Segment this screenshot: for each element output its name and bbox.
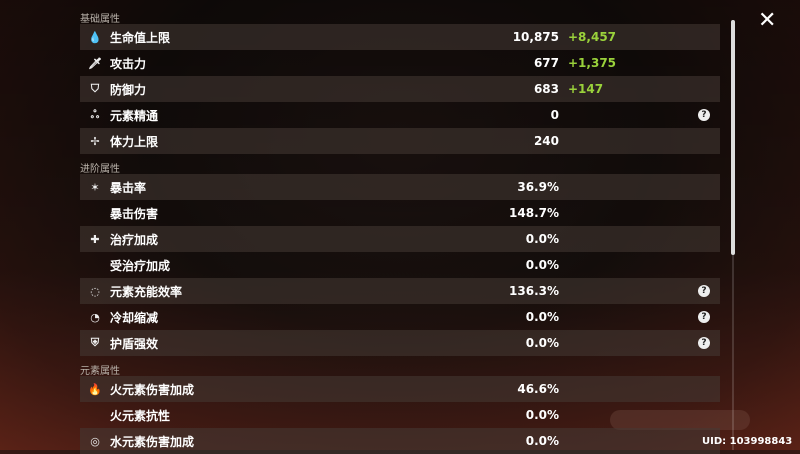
- stat-label: 护盾强效: [110, 336, 159, 351]
- stat-value: 683: [533, 82, 559, 96]
- group-header-advanced: 进阶属性: [80, 164, 120, 175]
- stat-label: 防御力: [110, 82, 147, 97]
- stat-value: 0: [550, 108, 559, 122]
- stat-label: 火元素伤害加成: [110, 382, 195, 397]
- scrollbar[interactable]: [731, 20, 735, 255]
- stat-label: 暴击率: [110, 180, 147, 195]
- stat-value: 0.0%: [525, 232, 559, 246]
- shield-strength-icon: ⛨: [90, 336, 100, 349]
- stats-panel: 基础属性 💧 生命值上限 10,875 +8,457 🗡 攻击力 677 +1,375 ⛉ 防御力 6…: [80, 0, 720, 454]
- stat-label: 受治疗加成: [110, 258, 171, 273]
- hp-drop-icon: 💧: [88, 30, 102, 44]
- stat-row: ◔ 冷却缩减 0.0%?: [80, 304, 720, 330]
- stat-row: ✶ 暴击率 36.9%: [80, 174, 720, 200]
- stat-value: 36.9%: [517, 180, 559, 194]
- stat-row: ◎ 水元素伤害加成 0.0%: [80, 428, 720, 454]
- stat-label: 水元素伤害加成: [110, 434, 195, 449]
- help-icon[interactable]: ?: [698, 285, 710, 297]
- group-header-base: 基础属性: [80, 14, 120, 25]
- stat-row: 暴击伤害 148.7%: [80, 200, 720, 226]
- stat-row: 受治疗加成 0.0%: [80, 252, 720, 278]
- stat-value: 0.0%: [525, 310, 559, 324]
- stat-label: 火元素抗性: [110, 408, 171, 423]
- stat-value: 240: [533, 134, 559, 148]
- stat-row: 💧 生命值上限 10,875 +8,457: [80, 24, 720, 50]
- stat-value: 148.7%: [509, 206, 559, 220]
- cooldown-icon: ◔: [90, 310, 100, 324]
- stat-value: 0.0%: [525, 336, 559, 350]
- stat-row: ⛨ 护盾强效 0.0%?: [80, 330, 720, 356]
- stat-bonus: +1,375: [568, 56, 617, 70]
- stat-row: 火元素抗性 0.0%: [80, 402, 720, 428]
- sword-icon: 🗡: [88, 56, 102, 70]
- close-icon[interactable]: ✕: [758, 8, 777, 33]
- help-icon[interactable]: ?: [698, 337, 710, 349]
- stat-value: 0.0%: [525, 434, 559, 448]
- stat-value: 0.0%: [525, 408, 559, 422]
- stat-row: ✢ 体力上限 240: [80, 128, 720, 154]
- stat-row: ⛉ 防御力 683 +147: [80, 76, 720, 102]
- shield-icon: ⛉: [90, 82, 100, 95]
- stat-value: 677: [533, 56, 559, 70]
- stat-label: 体力上限: [110, 134, 159, 149]
- hydro-icon: ◎: [90, 434, 100, 448]
- help-icon[interactable]: ?: [698, 311, 710, 323]
- stat-bonus: +147: [568, 82, 604, 96]
- stat-row: 🔥 火元素伤害加成 46.6%: [80, 376, 720, 402]
- stat-value: 0.0%: [525, 258, 559, 272]
- stat-value: 46.6%: [517, 382, 559, 396]
- stat-label: 暴击伤害: [110, 206, 159, 221]
- stat-label: 元素精通: [110, 108, 159, 123]
- healing-cross-icon: ✚: [90, 232, 100, 246]
- stat-label: 冷却缩减: [110, 310, 159, 325]
- stat-bonus: +8,457: [568, 30, 617, 44]
- stat-row: ✚ 治疗加成 0.0%: [80, 226, 720, 252]
- stat-row: ஃ 元素精通 0?: [80, 102, 720, 128]
- stat-value: 136.3%: [509, 284, 559, 298]
- stat-label: 元素充能效率: [110, 284, 183, 299]
- stat-value: 10,875: [512, 30, 559, 44]
- stat-row: ◌ 元素充能效率 136.3%?: [80, 278, 720, 304]
- help-icon[interactable]: ?: [698, 109, 710, 121]
- uid-label: UID: 103998843: [702, 436, 793, 447]
- stat-label: 攻击力: [110, 56, 147, 71]
- elemental-mastery-icon: ஃ: [90, 107, 100, 121]
- stat-row: 🗡 攻击力 677 +1,375: [80, 50, 720, 76]
- stamina-icon: ✢: [90, 134, 100, 148]
- crit-icon: ✶: [90, 180, 100, 194]
- pyro-icon: 🔥: [88, 382, 102, 396]
- stat-label: 生命值上限: [110, 30, 171, 45]
- group-header-element: 元素属性: [80, 366, 120, 377]
- background-button: [610, 410, 750, 430]
- energy-recharge-icon: ◌: [90, 284, 100, 298]
- stat-label: 治疗加成: [110, 232, 159, 247]
